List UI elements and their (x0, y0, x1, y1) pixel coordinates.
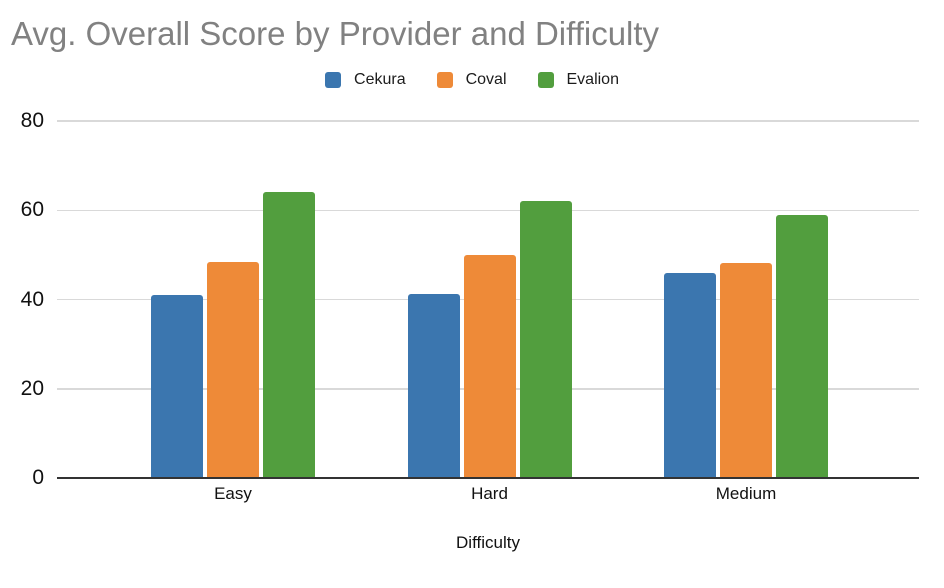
bar-coval-hard (463, 254, 516, 478)
legend-item-evalion: Evalion (537, 70, 619, 89)
legend-item-cekura: Cekura (325, 71, 406, 89)
bar-cekura-easy (151, 295, 203, 478)
bar-evalion-hard (519, 201, 572, 478)
gridline-80 (57, 120, 919, 122)
bar-cekura-hard (407, 294, 460, 478)
legend-item-coval: Coval (436, 70, 507, 89)
y-tick-label-60: 60 (20, 198, 44, 222)
bar-coval-medium (720, 262, 772, 478)
chart-title: Avg. Overall Score by Provider and Diffi… (11, 15, 660, 52)
legend-label-evalion: Evalion (566, 70, 619, 88)
legend-label-coval: Coval (465, 70, 507, 88)
legend-swatch-evalion-icon (537, 71, 554, 88)
chart-legend: Cekura Coval Evalion (0, 70, 944, 89)
bar-evalion-medium (776, 214, 828, 478)
bar-cekura-medium (664, 272, 716, 478)
y-tick-label-40: 40 (20, 287, 44, 311)
x-category-label-easy: Easy (214, 484, 252, 503)
y-tick-label-0: 0 (32, 466, 44, 489)
x-category-label-medium: Medium (715, 484, 777, 503)
y-tick-label-80: 80 (20, 109, 44, 132)
x-axis-line (57, 477, 919, 479)
legend-swatch-coval-icon (436, 71, 453, 88)
legend-swatch-cekura-icon (325, 71, 342, 88)
bar-evalion-easy (263, 192, 315, 478)
x-axis-title: Difficulty (456, 533, 520, 552)
bar-coval-easy (207, 261, 259, 478)
legend-label-cekura: Cekura (354, 70, 406, 88)
y-tick-label-20: 20 (20, 376, 44, 400)
x-category-label-hard: Hard (471, 484, 508, 503)
gridline-60 (57, 209, 919, 211)
